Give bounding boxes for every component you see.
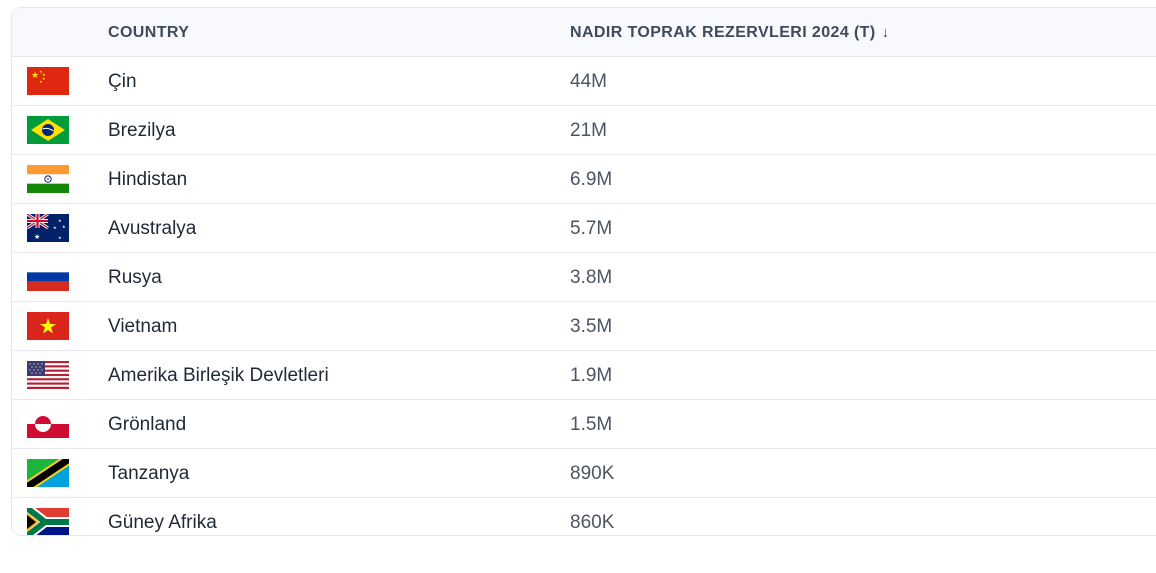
svg-text:★: ★ xyxy=(58,235,62,240)
table-row: ★ ★ ★ ★ ★ Çin 44M xyxy=(12,57,1156,106)
reserves-value: 1.9M xyxy=(570,364,613,386)
country-name: Grönland xyxy=(108,413,187,435)
country-name: Vietnam xyxy=(108,315,178,337)
svg-text:★: ★ xyxy=(58,218,62,223)
country-name: Güney Afrika xyxy=(108,511,217,533)
country-name: Avustralya xyxy=(108,217,197,239)
svg-text:★: ★ xyxy=(42,72,46,77)
svg-text:★: ★ xyxy=(53,225,57,230)
south-africa-flag-icon xyxy=(27,508,69,535)
svg-text:★: ★ xyxy=(39,79,43,84)
table-header: COUNTRY NADIR TOPRAK REZERVLERI 2024 (T)… xyxy=(12,8,1156,57)
country-name: Rusya xyxy=(108,266,162,288)
column-header-reserves-label: NADIR TOPRAK REZERVLERI 2024 (T) xyxy=(570,23,876,41)
tanzania-flag-icon xyxy=(27,459,69,487)
china-flag-icon: ★ ★ ★ ★ ★ xyxy=(27,67,69,95)
greenland-flag-icon xyxy=(27,410,69,438)
reserves-value: 1.5M xyxy=(570,413,613,435)
reserves-value: 6.9M xyxy=(570,168,613,190)
column-header-reserves[interactable]: NADIR TOPRAK REZERVLERI 2024 (T) ↓ xyxy=(570,8,890,57)
reserves-value: 21M xyxy=(570,119,607,141)
india-flag-icon xyxy=(27,165,69,193)
table-row: Tanzanya 890K xyxy=(12,449,1156,498)
svg-text:★: ★ xyxy=(34,233,40,241)
russia-flag-icon xyxy=(27,263,69,291)
svg-text:★: ★ xyxy=(31,71,39,81)
reserves-value: 5.7M xyxy=(570,217,613,239)
australia-flag-icon: ★ ★ ★ ★ ★ xyxy=(27,214,69,242)
country-name: Amerika Birleşik Devletleri xyxy=(108,364,329,386)
reserves-value: 3.5M xyxy=(570,315,613,337)
usa-flag-icon xyxy=(27,361,69,389)
svg-text:★: ★ xyxy=(39,69,43,74)
rare-earth-table: COUNTRY NADIR TOPRAK REZERVLERI 2024 (T)… xyxy=(11,7,1156,536)
country-name: Hindistan xyxy=(108,168,188,190)
table-row: Hindistan 6.9M xyxy=(12,155,1156,204)
table-row: Amerika Birleşik Devletleri 1.9M xyxy=(12,351,1156,400)
reserves-value: 44M xyxy=(570,70,607,92)
country-name: Tanzanya xyxy=(108,462,190,484)
column-header-country-label: COUNTRY xyxy=(108,23,190,41)
column-header-country[interactable]: COUNTRY xyxy=(108,8,189,57)
reserves-value: 3.8M xyxy=(570,266,613,288)
country-name: Brezilya xyxy=(108,119,176,141)
sort-descending-icon: ↓ xyxy=(881,24,890,41)
svg-text:★: ★ xyxy=(42,76,46,81)
table-row: Güney Afrika 860K xyxy=(12,498,1156,535)
reserves-value: 890K xyxy=(570,462,615,484)
table-row: Grönland 1.5M xyxy=(12,400,1156,449)
vietnam-flag-icon xyxy=(27,312,69,340)
table-row: Vietnam 3.5M xyxy=(12,302,1156,351)
table-row: ★ ★ ★ ★ ★ Avustralya 5.7M xyxy=(12,204,1156,253)
svg-text:★: ★ xyxy=(62,224,66,229)
reserves-value: 860K xyxy=(570,511,615,533)
table-row: Brezilya 21M xyxy=(12,106,1156,155)
brazil-flag-icon xyxy=(27,116,69,144)
table-row: Rusya 3.8M xyxy=(12,253,1156,302)
country-name: Çin xyxy=(108,70,137,92)
